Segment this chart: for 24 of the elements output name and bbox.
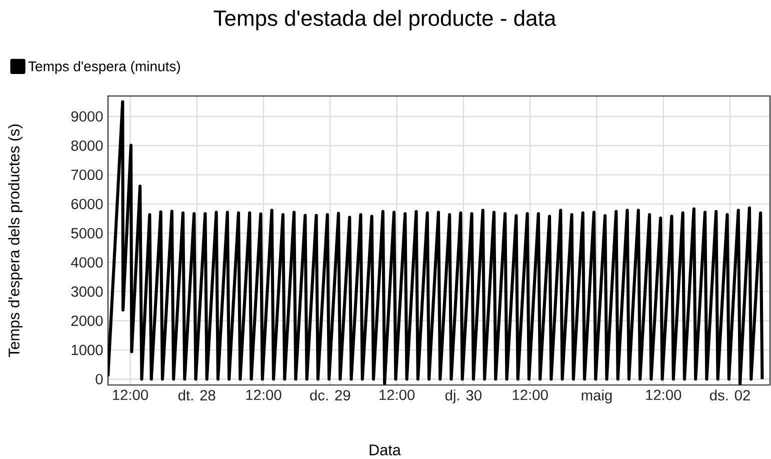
y-tick-label: 3000	[71, 286, 103, 297]
x-tick-label: 12:00	[112, 390, 148, 400]
x-tick-label: 12:00	[646, 390, 682, 400]
y-tick-label: 9000	[71, 111, 103, 122]
y-tick-label: 5000	[71, 228, 103, 238]
y-axis-title: Temps d'espera dels productes (s)	[8, 124, 22, 358]
x-tick-label: dc. 29	[310, 390, 350, 400]
y-tick-label: 8000	[71, 140, 103, 151]
y-tick-label: 0	[96, 374, 103, 384]
legend-label: Temps d'espera (minuts)	[28, 61, 180, 74]
x-tick-label: maig	[582, 390, 612, 404]
chart-title: Temps d'estada del producte - data	[214, 10, 556, 30]
y-tick-label: 4000	[71, 257, 103, 268]
x-tick-label: dt. 28	[178, 390, 216, 400]
x-axis-title: Data	[370, 444, 401, 456]
x-tick-label: 12:00	[246, 390, 282, 400]
y-tick-label: 7000	[71, 170, 103, 180]
x-tick-label: ds. 02	[710, 390, 750, 400]
x-tick-label: 12:00	[512, 390, 548, 400]
y-tick-label: 2000	[71, 316, 103, 326]
x-tick-label: dj. 30	[445, 390, 482, 404]
y-tick-label: 6000	[71, 198, 103, 210]
x-tick-label: 12:00	[380, 390, 415, 400]
y-tick-label: 1000	[72, 344, 103, 356]
